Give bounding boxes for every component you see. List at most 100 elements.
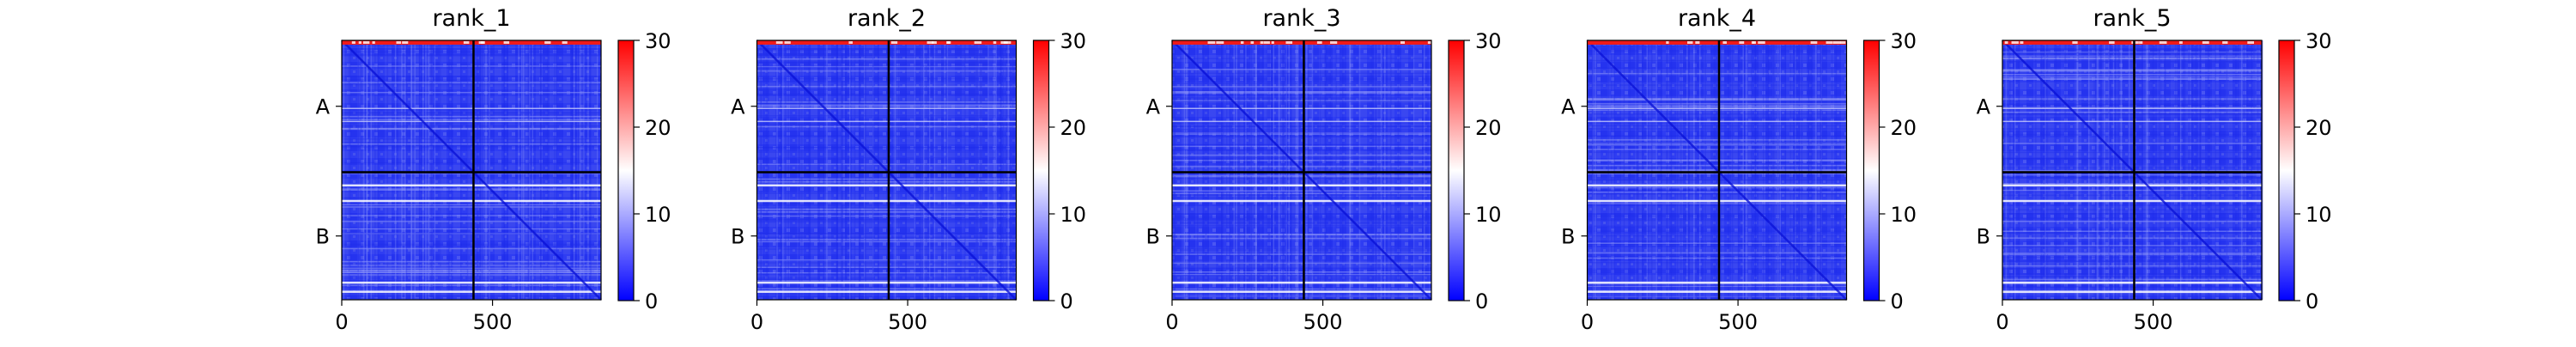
- row-stripe: [756, 278, 1017, 280]
- col-stripe: [1196, 40, 1199, 300]
- row-stripe: [1587, 192, 1847, 195]
- row-stripe: [1587, 285, 1847, 288]
- col-stripe: [1308, 40, 1309, 300]
- col-stripe: [1174, 40, 1176, 300]
- row-stripe: [2002, 253, 2262, 254]
- row-stripe: [756, 55, 1017, 57]
- col-stripe: [809, 40, 811, 300]
- row-stripe: [756, 208, 1017, 210]
- top-band-gap: [1260, 41, 1264, 44]
- row-stripe: [1172, 97, 1431, 99]
- row-stripe: [342, 142, 601, 143]
- row-stripe: [2002, 213, 2262, 215]
- col-stripe: [877, 40, 879, 300]
- row-stripe: [2002, 230, 2262, 233]
- row-stripe: [1587, 59, 1847, 62]
- row-stripe: [342, 233, 601, 234]
- row-stripe: [756, 101, 1017, 103]
- top-band-gap: [1240, 41, 1244, 44]
- col-stripe: [1007, 40, 1009, 300]
- col-stripe: [1325, 40, 1327, 300]
- y-tick-label: A: [1977, 95, 1991, 119]
- row-stripe: [1172, 262, 1431, 265]
- col-stripe: [1002, 40, 1005, 300]
- top-band-gap: [1263, 41, 1270, 44]
- panel-title: rank_5: [2093, 5, 2171, 32]
- row-stripe: [756, 219, 1017, 221]
- row-stripe: [342, 91, 601, 94]
- col-stripe: [1378, 40, 1380, 300]
- row-stripe: [1587, 234, 1847, 237]
- col-stripe: [859, 40, 861, 300]
- row-stripe: [2002, 194, 2262, 197]
- col-stripe: [1372, 40, 1374, 300]
- colorbar-tick-label: 0: [645, 289, 658, 314]
- col-stripe: [410, 40, 412, 300]
- row-stripe: [1587, 269, 1847, 271]
- row-stripe: [2002, 100, 2262, 103]
- row-stripe: [2002, 48, 2262, 51]
- col-stripe: [854, 40, 856, 300]
- row-stripe: [2002, 253, 2262, 256]
- colorbar-tick-label: 0: [1891, 289, 1904, 314]
- col-stripe: [1237, 40, 1239, 300]
- row-stripe: [1587, 135, 1847, 137]
- col-stripe: [546, 40, 549, 300]
- col-stripe: [817, 40, 819, 300]
- col-stripe: [1325, 40, 1327, 300]
- row-stripe: [2002, 157, 2262, 159]
- row-stripe: [1172, 222, 1431, 224]
- col-stripe: [808, 40, 810, 300]
- colorbar-tick-label: 0: [1475, 289, 1488, 314]
- col-stripe: [1636, 40, 1638, 300]
- colorbar-tick-label: 10: [2306, 203, 2332, 227]
- col-stripe: [1268, 40, 1271, 300]
- col-stripe: [1319, 40, 1321, 300]
- row-stripe: [2002, 76, 2262, 78]
- row-stripe: [342, 244, 601, 247]
- row-stripe: [1587, 180, 1847, 181]
- col-stripe: [1282, 40, 1285, 300]
- row-stripe: [2002, 74, 2262, 76]
- col-stripe: [1311, 40, 1314, 300]
- row-stripe: [1172, 278, 1431, 281]
- col-stripe: [787, 40, 789, 300]
- heatmap-panel-4: rank_4 0 500 A B 0 10 20 30: [1561, 5, 1917, 334]
- row-stripe: [1172, 289, 1431, 292]
- col-stripe: [1807, 40, 1810, 300]
- top-band-gap: [932, 41, 937, 44]
- col-stripe: [1013, 40, 1015, 300]
- row-stripe: [2002, 69, 2262, 71]
- col-stripe: [401, 40, 403, 300]
- row-stripe: [342, 48, 601, 50]
- col-stripe: [922, 40, 925, 300]
- row-stripe-white: [756, 281, 1017, 284]
- row-stripe: [342, 127, 601, 130]
- row-stripe: [2002, 52, 2262, 54]
- row-stripe: [756, 286, 1017, 288]
- row-stripe: [1587, 105, 1847, 107]
- col-stripe: [1255, 40, 1257, 300]
- col-stripe: [366, 40, 368, 300]
- colorbar-tick-label: 0: [2306, 289, 2318, 314]
- col-stripe: [366, 40, 368, 300]
- col-stripe: [785, 40, 787, 300]
- top-band-gap: [2222, 41, 2228, 44]
- heatmap-frame: [1586, 40, 1848, 301]
- col-stripe: [2108, 40, 2110, 300]
- top-band-gap: [562, 41, 568, 44]
- col-stripe: [1390, 40, 1392, 300]
- col-stripe: [1173, 40, 1175, 300]
- row-stripe: [1587, 283, 1847, 285]
- top-band-gap: [1271, 41, 1274, 44]
- col-stripe: [2013, 40, 2015, 300]
- row-stripe: [756, 207, 1017, 209]
- row-stripe: [2002, 158, 2262, 161]
- col-stripe: [841, 40, 843, 300]
- top-band-gap: [1250, 41, 1255, 44]
- col-stripe: [1831, 40, 1833, 300]
- top-band-gap: [358, 41, 361, 44]
- col-stripe: [428, 40, 430, 300]
- row-stripe-light: [342, 120, 601, 123]
